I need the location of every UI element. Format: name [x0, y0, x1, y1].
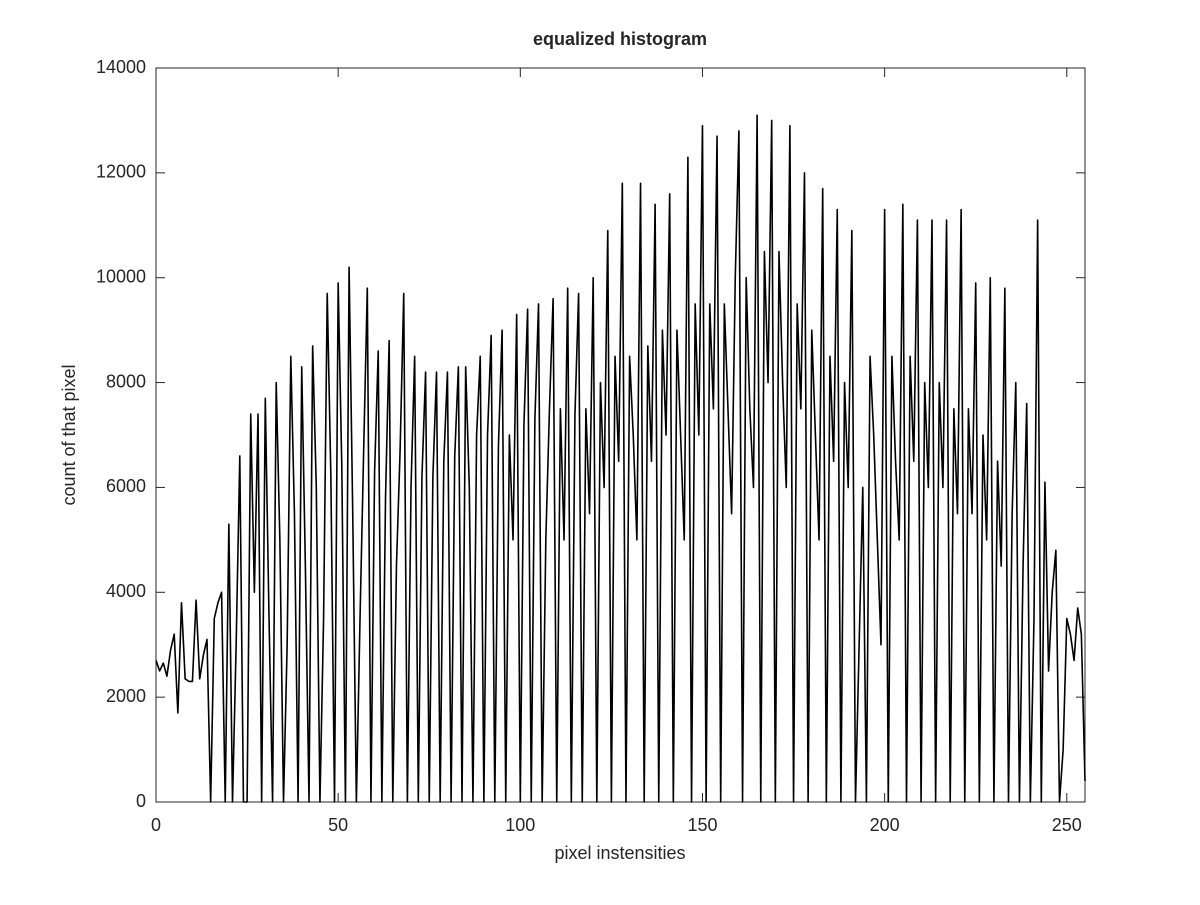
x-tick-label: 250	[1052, 815, 1082, 835]
y-tick-label: 14000	[96, 57, 146, 77]
plot-frame	[155, 67, 1086, 803]
y-tick-label: 0	[136, 791, 146, 811]
y-axis-label: count of that pixel	[59, 364, 79, 505]
y-tick-label: 12000	[96, 162, 146, 182]
x-tick-label: 0	[151, 815, 161, 835]
x-tick-label: 200	[870, 815, 900, 835]
x-tick-label: 100	[505, 815, 535, 835]
data-line	[155, 114, 1086, 803]
y-tick-label: 2000	[106, 686, 146, 706]
x-tick-label: 150	[687, 815, 717, 835]
y-tick-label: 4000	[106, 581, 146, 601]
x-tick-label: 50	[328, 815, 348, 835]
y-tick-label: 6000	[106, 476, 146, 496]
y-tick-label: 10000	[96, 266, 146, 286]
x-axis-label: pixel instensities	[554, 843, 685, 863]
y-tick-label: 8000	[106, 371, 146, 391]
chart-title: equalized histogram	[533, 29, 707, 49]
